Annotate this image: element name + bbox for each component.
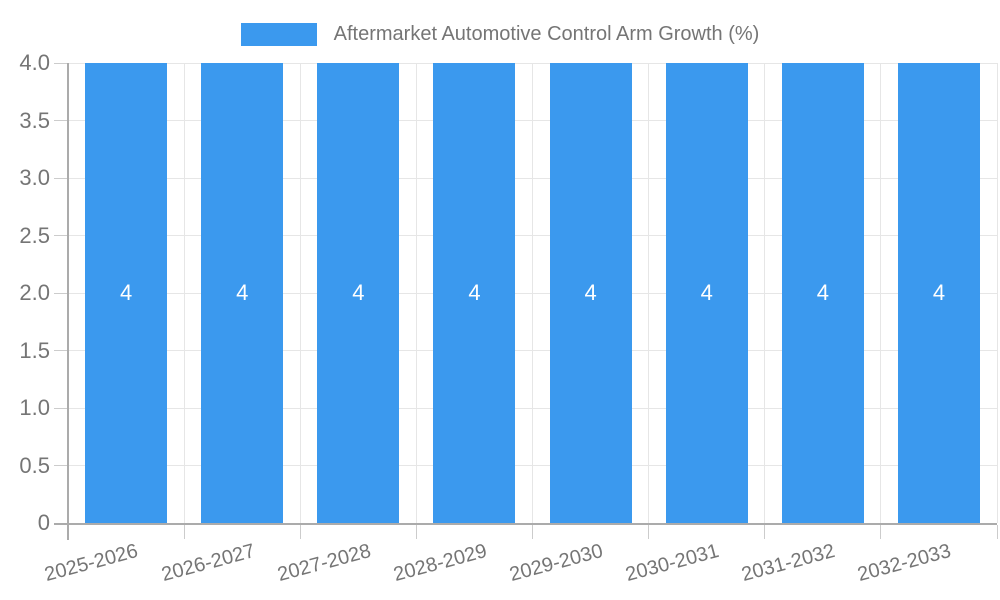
bar-value-label: 4 xyxy=(584,280,597,305)
x-axis-category-label: 2031-2032 xyxy=(739,540,838,587)
y-axis-tick-label: 2.0 xyxy=(19,280,50,305)
y-axis-tick-label: 2.5 xyxy=(19,222,50,248)
y-axis-tick xyxy=(54,177,68,179)
legend-swatch-icon xyxy=(240,22,317,46)
y-axis-tick-label: 1.0 xyxy=(19,395,50,420)
y-axis-tick xyxy=(54,120,68,121)
x-gridline xyxy=(764,63,766,523)
x-gridline xyxy=(880,63,882,523)
x-axis-tick xyxy=(648,525,650,539)
bar-value-label: 4 xyxy=(816,280,829,305)
bar[interactable]: 4 xyxy=(85,63,168,523)
bar[interactable]: 4 xyxy=(549,63,632,523)
x-axis-category-label: 2025-2026 xyxy=(42,540,141,587)
x-axis-tick xyxy=(183,525,185,539)
y-axis-tick xyxy=(54,62,68,64)
bar[interactable]: 4 xyxy=(665,63,748,523)
x-axis-category-label: 2029-2030 xyxy=(507,540,606,587)
chart-legend[interactable]: Aftermarket Automotive Control Arm Growt… xyxy=(0,20,1000,48)
bar-value-label: 4 xyxy=(119,280,133,305)
x-axis-tick xyxy=(532,525,533,539)
bar-value-label: 4 xyxy=(352,280,365,305)
x-axis-category-label: 2030-2031 xyxy=(623,540,722,587)
x-gridline xyxy=(648,63,650,523)
x-gridline xyxy=(415,63,417,523)
y-axis-tick-label: 0.5 xyxy=(19,452,50,478)
x-gridline xyxy=(299,63,301,523)
legend-label: Aftermarket Automotive Control Arm Growt… xyxy=(333,23,760,45)
x-axis-tick xyxy=(764,525,766,539)
bar-value-label: 4 xyxy=(468,280,481,305)
x-axis-line xyxy=(54,523,997,525)
x-gridline xyxy=(183,63,185,523)
x-gridline xyxy=(532,63,533,523)
y-axis-tick xyxy=(54,465,68,466)
bar-value-label: 4 xyxy=(932,280,946,305)
y-axis-tick-label: 3.5 xyxy=(19,107,50,133)
y-axis-tick-label: 3.0 xyxy=(19,165,50,190)
bar[interactable]: 4 xyxy=(317,63,400,523)
y-axis-tick-label: 4.0 xyxy=(19,50,50,75)
x-axis-tick xyxy=(996,525,998,539)
y-axis-line xyxy=(67,63,69,540)
bar-value-label: 4 xyxy=(700,280,713,305)
y-axis-tick xyxy=(54,235,68,236)
bar-value-label: 4 xyxy=(236,280,249,305)
bar[interactable]: 4 xyxy=(781,63,864,523)
y-axis-tick xyxy=(54,350,68,351)
x-axis-tick xyxy=(415,525,417,539)
x-axis-tick xyxy=(299,525,301,539)
x-gridline xyxy=(996,63,998,523)
x-axis-category-label: 2028-2029 xyxy=(391,540,490,587)
x-axis-tick xyxy=(880,525,882,539)
y-axis-tick-label: 0 xyxy=(37,510,50,535)
x-axis-category-label: 2027-2028 xyxy=(274,540,374,587)
x-axis-category-label: 2032-2033 xyxy=(855,540,954,587)
bar[interactable]: 4 xyxy=(201,63,284,523)
y-axis-tick xyxy=(54,407,68,409)
x-axis-category-label: 2026-2027 xyxy=(158,540,257,587)
bar[interactable]: 4 xyxy=(433,63,516,523)
bar[interactable]: 4 xyxy=(897,63,980,523)
y-axis-tick xyxy=(54,292,68,294)
y-axis-tick-label: 1.5 xyxy=(19,337,50,363)
